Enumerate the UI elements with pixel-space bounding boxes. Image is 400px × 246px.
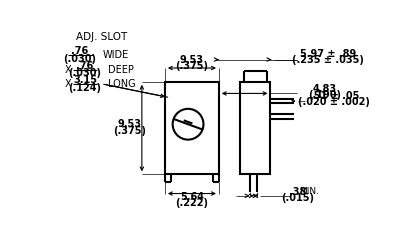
Text: .76: .76 <box>71 46 88 56</box>
Text: WIDE: WIDE <box>102 50 129 60</box>
Text: 5.64: 5.64 <box>180 192 204 202</box>
Text: 4.83: 4.83 <box>312 84 336 94</box>
Text: (.030): (.030) <box>63 54 96 64</box>
Text: (.020 ± .002): (.020 ± .002) <box>298 97 370 107</box>
Text: .76: .76 <box>76 61 94 71</box>
Text: (.375): (.375) <box>176 61 208 71</box>
Text: (.375): (.375) <box>113 126 146 136</box>
Bar <box>240 82 270 174</box>
Text: X: X <box>65 64 72 75</box>
Text: (.030): (.030) <box>68 68 101 78</box>
Text: 5.97 ± .89: 5.97 ± .89 <box>300 49 356 59</box>
Text: MIN.: MIN. <box>299 187 319 197</box>
Text: (.124): (.124) <box>68 83 101 93</box>
Text: 9.53: 9.53 <box>180 55 204 65</box>
Text: (.235 ± .035): (.235 ± .035) <box>292 55 364 65</box>
Text: (.222): (.222) <box>176 198 208 208</box>
Bar <box>165 82 219 174</box>
Text: 9.53: 9.53 <box>118 119 142 129</box>
Text: DEEP: DEEP <box>108 64 134 75</box>
Text: (.015): (.015) <box>281 193 314 203</box>
Text: .38: .38 <box>289 187 306 197</box>
Text: X: X <box>65 79 72 89</box>
Text: .51 ± .05: .51 ± .05 <box>310 91 359 101</box>
Text: 3.15: 3.15 <box>73 75 97 85</box>
Text: LONG: LONG <box>108 79 136 89</box>
Text: ADJ. SLOT: ADJ. SLOT <box>76 32 128 42</box>
Text: (.190): (.190) <box>308 90 341 100</box>
